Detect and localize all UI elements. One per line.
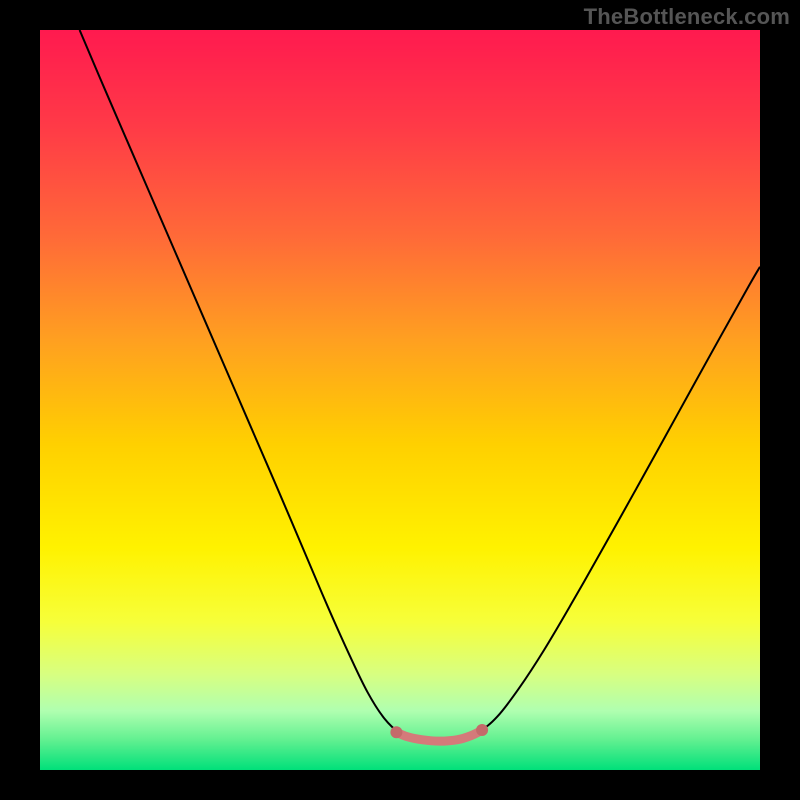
trough-end-dot-left <box>390 726 402 738</box>
chart-frame: TheBottleneck.com <box>0 0 800 800</box>
trough-end-dot-right <box>476 724 488 736</box>
attribution-label: TheBottleneck.com <box>584 4 790 30</box>
bottleneck-curve-plot <box>0 0 800 800</box>
gradient-background <box>40 30 760 770</box>
